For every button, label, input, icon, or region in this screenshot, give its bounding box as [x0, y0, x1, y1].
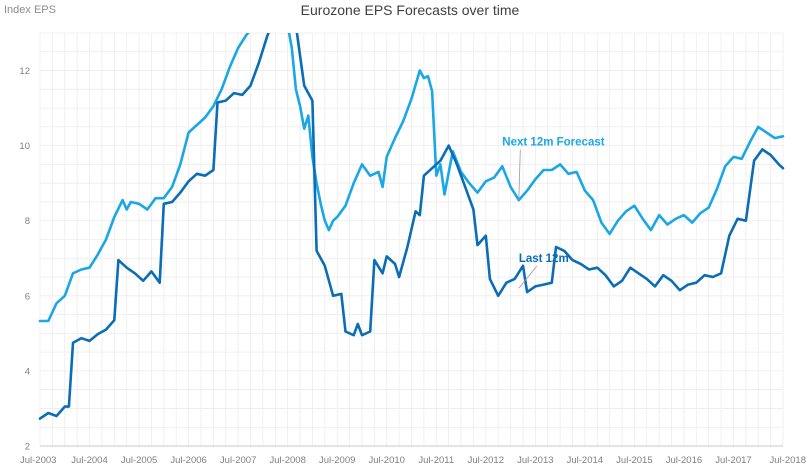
x-tick-label: Jul-2016 — [666, 455, 702, 466]
x-tick-label: Jul-2003 — [20, 455, 56, 466]
x-tick-label: Jul-2017 — [715, 455, 751, 466]
annotation-leader — [518, 265, 538, 289]
x-tick-label: Jul-2008 — [269, 455, 305, 466]
x-tick-label: Jul-2007 — [220, 455, 256, 466]
y-tick-label: 4 — [25, 366, 30, 377]
y-tick-label: 10 — [19, 141, 30, 152]
x-tick-label: Jul-2014 — [567, 455, 603, 466]
y-tick-label: 6 — [25, 291, 30, 302]
annotation-label: Last 12m — [519, 253, 569, 265]
grid — [39, 32, 784, 447]
y-tick-label: 12 — [19, 66, 30, 77]
x-tick-labels: Jul-2003 Jul-2004 Jul-2005 Jul-2006 Jul-2007… — [20, 455, 806, 466]
y-tick-label: 2 — [25, 442, 30, 453]
series-line-next-12m-forecast — [38, 33, 785, 323]
x-tick-label: Jul-2004 — [71, 455, 107, 466]
x-tick-label: Jul-2013 — [517, 455, 553, 466]
series-line-last-12m — [38, 33, 785, 420]
series-lines — [38, 33, 785, 420]
annotation-label: Next 12m Forecast — [502, 137, 604, 149]
y-axis-label: Index EPS — [4, 4, 56, 16]
annotations: Next 12m Forecast Last 12m — [502, 137, 605, 289]
x-tick-label: Jul-2005 — [121, 455, 157, 466]
chart-title: Eurozone EPS Forecasts over time — [301, 2, 520, 18]
y-tick-labels: 2 4 6 8 10 12 — [19, 66, 30, 452]
x-tick-label: Jul-2006 — [170, 455, 206, 466]
y-tick-label: 8 — [25, 216, 30, 227]
x-tick-label: Jul-2015 — [616, 455, 652, 466]
annotation-leader — [518, 149, 521, 201]
x-tick-label: Jul-2010 — [369, 455, 405, 466]
x-tick-label: Jul-2012 — [468, 455, 504, 466]
x-tick-label: Jul-2018 — [770, 455, 806, 466]
x-tick-label: Jul-2009 — [319, 455, 355, 466]
x-tick-label: Jul-2011 — [418, 455, 454, 466]
